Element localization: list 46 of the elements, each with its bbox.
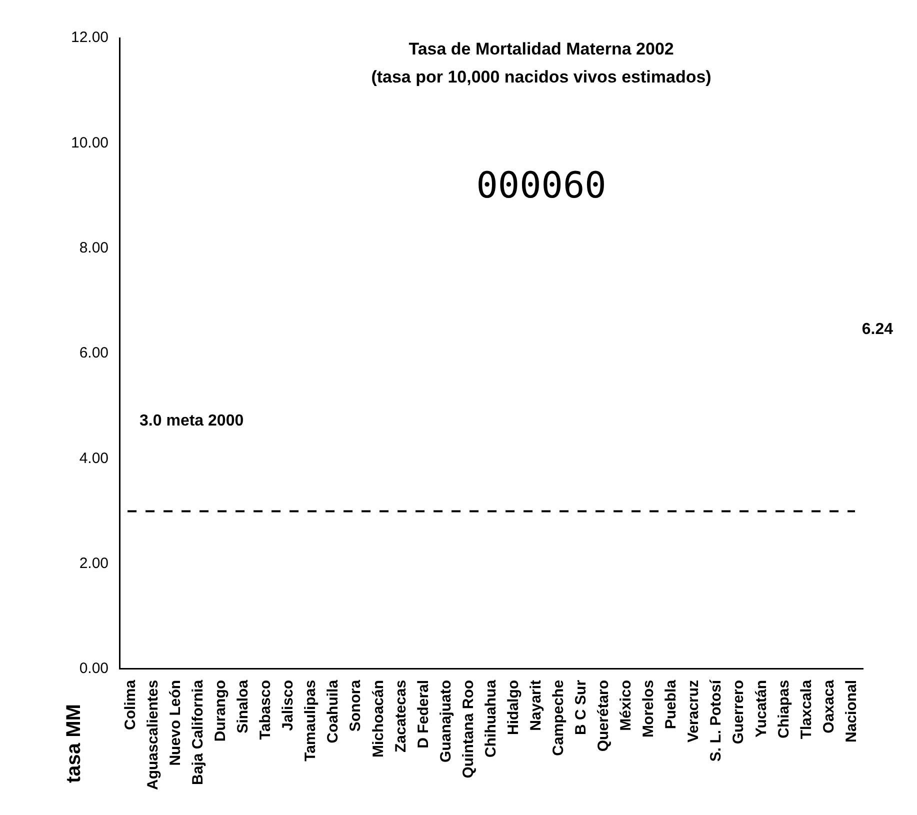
x-tick-label: Hidalgo bbox=[504, 680, 522, 735]
y-tick-label: 4.00 bbox=[79, 450, 109, 467]
x-tick-label: Jalisco bbox=[280, 680, 297, 731]
chart-title: Tasa de Mortalidad Materna 2002 bbox=[408, 40, 674, 59]
y-tick-label: 10.00 bbox=[70, 134, 109, 152]
y-tick-label: 12.00 bbox=[70, 29, 109, 46]
x-tick-label: Campeche bbox=[550, 680, 567, 756]
x-tick-label: Baja California bbox=[190, 679, 207, 785]
x-tick-label: Morelos bbox=[640, 680, 658, 738]
x-tick-label: Puebla bbox=[662, 679, 680, 730]
x-tick-label: Zacatecas bbox=[392, 680, 410, 753]
x-tick-label: Aguascalientes bbox=[144, 680, 162, 790]
x-tick-label: Guerrero bbox=[730, 680, 748, 744]
x-tick-label: Durango bbox=[212, 680, 230, 742]
y-tick-label: 0.00 bbox=[79, 660, 109, 678]
x-tick-label: Yucatán bbox=[752, 680, 770, 738]
x-tick-label: Nayarit bbox=[527, 680, 544, 731]
x-tick-label: Tlaxcala bbox=[798, 679, 815, 740]
annotation: 000060 bbox=[476, 165, 606, 206]
x-tick-label: Sonora bbox=[347, 679, 364, 732]
y-axis-title: tasa MM bbox=[63, 704, 86, 783]
y-tick-label: 2.00 bbox=[79, 554, 109, 572]
x-tick-label: Sinaloa bbox=[234, 679, 252, 734]
x-tick-label: Coahuila bbox=[324, 679, 342, 744]
x-tick-label: México bbox=[618, 680, 635, 731]
x-tick-label: Tabasco bbox=[257, 680, 274, 740]
x-tick-label: Quintana Roo bbox=[460, 680, 477, 778]
x-tick-label: Michoacán bbox=[370, 680, 387, 758]
text: (tasa por 10,000 nacidos vivos estimados) bbox=[371, 68, 712, 87]
text: 6.24 bbox=[862, 320, 894, 338]
y-tick-label: 6.00 bbox=[79, 344, 109, 362]
x-tick-label: Nacional bbox=[842, 680, 860, 742]
x-tick-label: Querétaro bbox=[595, 680, 612, 752]
x-tick-label: Oaxaca bbox=[820, 679, 838, 734]
y-tick-label: 8.00 bbox=[79, 239, 109, 256]
x-tick-label: Veracruz bbox=[685, 680, 702, 742]
x-tick-label: Chihuahua bbox=[482, 679, 500, 758]
x-tick-label: Guanajuato bbox=[437, 680, 454, 762]
x-tick-label: Chiapas bbox=[775, 680, 792, 738]
x-tick-label: D Federal bbox=[414, 680, 432, 748]
x-tick-label: Tamaulipas bbox=[302, 680, 320, 762]
x-tick-label: S. L. Potosí bbox=[708, 679, 725, 762]
x-tick-label: B C Sur bbox=[572, 680, 590, 735]
x-tick-label: Colima bbox=[122, 679, 139, 730]
ref-line-label: 3.0 meta 2000 bbox=[140, 412, 244, 430]
x-tick-label: Nuevo León bbox=[167, 680, 184, 766]
